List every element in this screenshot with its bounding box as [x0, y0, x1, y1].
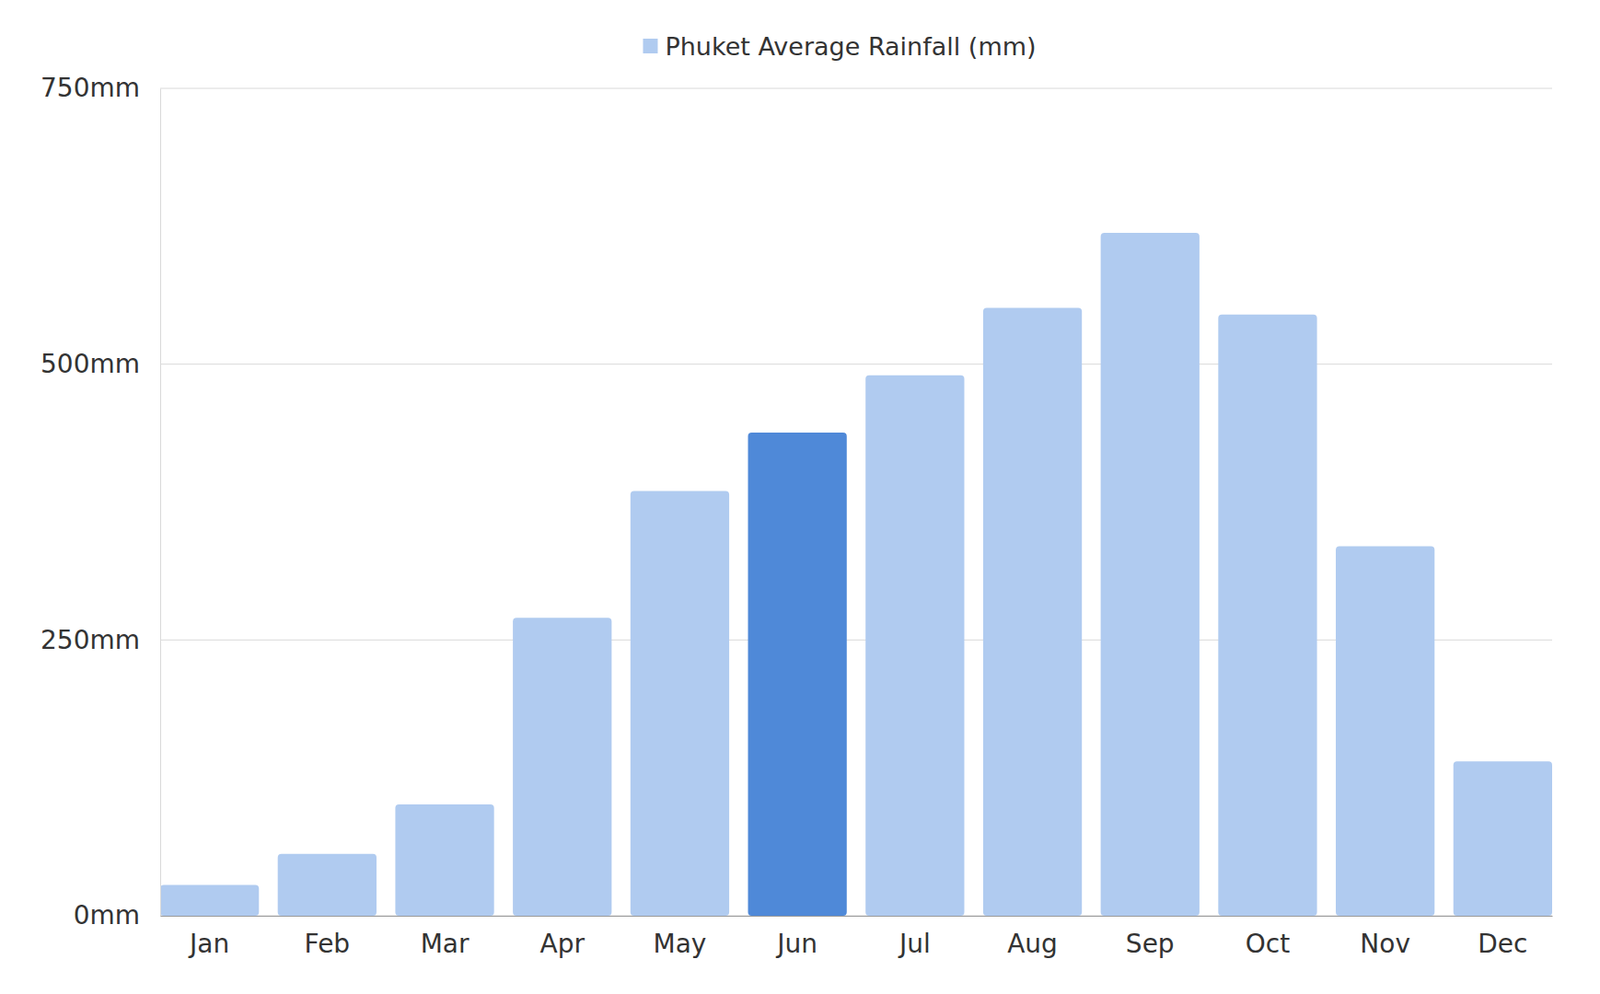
y-tick: 250mm — [40, 625, 161, 656]
bar — [1101, 232, 1200, 916]
bar — [865, 375, 964, 916]
grid-line — [160, 363, 1553, 365]
grid-line — [160, 88, 1553, 90]
bar — [983, 308, 1082, 916]
x-tick-label: Apr — [540, 928, 586, 960]
legend-item: Phuket Average Rainfall (mm) — [642, 32, 1036, 61]
y-tick: 0mm — [73, 900, 161, 931]
bar — [512, 617, 612, 916]
x-tick-label: May — [653, 928, 708, 960]
legend-swatch — [642, 38, 658, 54]
x-tick: May — [653, 915, 708, 960]
x-tick: Dec — [1477, 915, 1528, 960]
bar — [630, 491, 730, 916]
x-tick: Sep — [1125, 915, 1175, 960]
legend-label: Phuket Average Rainfall (mm) — [664, 32, 1036, 61]
legend: Phuket Average Rainfall (mm) — [642, 32, 1036, 61]
x-tick: Nov — [1359, 915, 1411, 960]
background — [0, 0, 1600, 994]
y-tick-label: 250mm — [40, 625, 140, 656]
x-tick-label: Jan — [187, 928, 230, 960]
bar — [278, 854, 377, 916]
bar — [160, 884, 259, 916]
x-tick: Aug — [1007, 915, 1058, 960]
x-tick: Jun — [775, 915, 818, 960]
bar — [1453, 761, 1553, 916]
x-tick-label: Feb — [304, 928, 351, 960]
x-tick-label: Jun — [775, 928, 818, 960]
grid — [160, 88, 1553, 916]
y-tick: 750mm — [40, 72, 161, 104]
x-tick-label: Nov — [1359, 928, 1411, 960]
y-tick-label: 0mm — [73, 900, 140, 931]
x-tick-label: Jul — [897, 928, 931, 960]
x-axis-line — [161, 915, 1554, 917]
y-tick-label: 750mm — [40, 72, 140, 104]
x-tick: Apr — [540, 915, 586, 960]
x-tick-label: Dec — [1477, 928, 1528, 960]
x-axis: Jan Feb Mar Apr May Jun Jul Aug Sep Oct Nov Dec — [161, 915, 1554, 960]
y-tick: 500mm — [40, 348, 161, 380]
x-tick-label: Mar — [420, 928, 470, 960]
x-tick-label: Oct — [1245, 928, 1290, 960]
x-tick: Oct — [1245, 915, 1290, 960]
bar — [748, 432, 847, 916]
y-axis-line — [160, 89, 162, 917]
plot-area — [160, 232, 1553, 916]
bar — [1217, 314, 1317, 916]
y-tick-label: 500mm — [40, 348, 140, 380]
chart: 0mm 250mm 500mm 750mm Jan Feb Mar Apr May Jun Jul A… — [0, 0, 1600, 994]
x-tick-label: Aug — [1007, 928, 1058, 960]
y-axis: 0mm 250mm 500mm 750mm — [40, 72, 162, 931]
x-tick: Mar — [420, 915, 470, 960]
bar — [1335, 545, 1435, 916]
x-tick: Feb — [304, 915, 351, 960]
x-tick: Jan — [187, 915, 230, 960]
bar — [394, 804, 494, 916]
x-tick: Jul — [897, 915, 931, 960]
x-tick-label: Sep — [1125, 928, 1175, 960]
